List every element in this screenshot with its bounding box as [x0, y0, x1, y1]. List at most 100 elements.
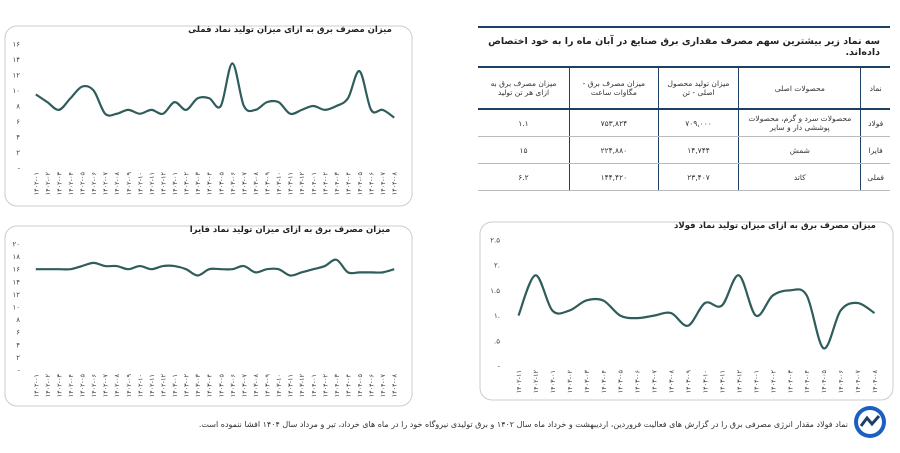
- x-tick-label: ۱۴۰۳-۰۶: [229, 172, 237, 195]
- x-tick-label: ۱۴۰۳-۰۳: [583, 369, 591, 393]
- x-tick-label: ۱۴۰۲-۰۴: [67, 373, 75, 397]
- header-cell: میزان تولید محصول اصلی - تن: [657, 66, 739, 110]
- x-tick-label: ۱۴۰۳-۰۸: [252, 373, 260, 397]
- x-tick-label: ۱۴۰۲-۱۲: [159, 373, 167, 397]
- x-tick-label: ۱۴۰۲-۱۰: [136, 374, 144, 397]
- table-panel: سه نماد زیر بیشترین سهم مصرف مقداری برق …: [478, 26, 890, 191]
- x-tick-label: ۱۴۰۴-۰۱: [752, 370, 760, 393]
- x-tick-label: ۱۴۰۴-۰۸: [871, 369, 879, 393]
- table-cell: ۱.۱: [478, 109, 570, 137]
- x-tick-label: ۱۴۰۳-۰۵: [217, 373, 225, 397]
- x-tick-label: ۱۴۰۳-۰۸: [668, 369, 676, 393]
- x-tick-label: ۱۴۰۳-۰۷: [240, 373, 248, 397]
- y-tick-label: ۸: [16, 316, 20, 324]
- table-cell: محصولات سرد و گرم، محصولات پوششی دار و س…: [738, 109, 861, 137]
- y-tick-label: ۴: [16, 134, 20, 142]
- x-tick-label: ۱۴۰۲-۰۱: [32, 172, 40, 195]
- x-tick-label: ۱۴۰۲-۱۲: [159, 171, 167, 195]
- y-tick-label: ۴: [16, 341, 20, 349]
- y-tick-label: ۱۴: [12, 278, 20, 286]
- table-cell: ۲۳,۴۰۷: [657, 163, 739, 191]
- table-cell: ۱۵: [478, 136, 570, 164]
- data-line: [35, 62, 395, 119]
- x-tick-label: ۱۴۰۴-۰۷: [379, 171, 387, 195]
- x-tick-label: ۱۴۰۲-۰۹: [125, 373, 133, 397]
- table-cell: ۱۴۴,۴۲۰: [569, 163, 659, 191]
- header-row: نماد محصولات اصلی میزان تولید محصول اصلی -…: [478, 66, 890, 110]
- x-tick-label: ۱۴۰۳-۱۰: [275, 172, 283, 195]
- y-tick-label: ۱۶: [12, 266, 20, 274]
- x-tick-label: ۱۴۰۴-۰۲: [321, 373, 329, 397]
- table-cell: شمش: [738, 136, 861, 164]
- x-tick-label: ۱۴۰۴-۰۴: [803, 369, 811, 393]
- table-cell: ۷۰۹,۰۰۰: [657, 109, 739, 137]
- y-tick-label: ۱۲: [12, 72, 20, 80]
- x-tick-label: ۱۴۰۲-۰۶: [90, 374, 98, 397]
- x-tick-label: ۱۴۰۳-۰۴: [206, 171, 214, 195]
- table-cell: ۷۵۳,۸۲۴: [569, 109, 659, 137]
- y-tick-label: ۲.: [494, 262, 500, 270]
- table-cell: کاتد: [738, 163, 861, 191]
- table-cell: ۲۲۴,۸۸۰: [569, 136, 659, 164]
- header-cell: میزان مصرف برق به ازای هر تن تولید: [478, 66, 570, 110]
- x-tick-label: ۱۴۰۴-۰۷: [379, 373, 387, 397]
- y-tick-label: ۱.۵: [490, 287, 500, 295]
- x-tick-label: ۱۴۰۳-۱۲: [298, 171, 306, 195]
- y-tick-label: ۱۶: [12, 41, 20, 49]
- table-row: فملی کاتد ۲۳,۴۰۷ ۱۴۴,۴۲۰ ۶.۲: [478, 163, 890, 191]
- x-tick-label: ۱۴۰۲-۱۱: [515, 370, 523, 393]
- chart-title: میزان مصرف برق به ازای میزان تولید نماد …: [190, 225, 390, 235]
- header-cell: محصولات اصلی: [738, 66, 861, 110]
- footnote: نماد فولاد مقدار انرژی مصرفی برق را در گ…: [198, 420, 848, 429]
- y-tick-label: ۱.: [494, 312, 500, 320]
- x-tick-label: ۱۴۰۴-۰۱: [310, 374, 318, 397]
- header-cell: میزان مصرف برق - مگاوات ساعت: [569, 66, 659, 110]
- x-tick-label: ۱۴۰۴-۰۳: [333, 171, 341, 195]
- x-tick-label: ۱۴۰۳-۱۲: [298, 373, 306, 397]
- x-tick-label: ۱۴۰۳-۰۷: [240, 171, 248, 195]
- x-tick-label: ۱۴۰۲-۱۱: [148, 172, 156, 195]
- x-tick-label: ۱۴۰۲-۰۲: [44, 171, 52, 195]
- x-tick-label: ۱۴۰۳-۰۱: [171, 374, 179, 397]
- x-tick-label: ۱۴۰۳-۰۹: [685, 369, 693, 393]
- x-tick-label: ۱۴۰۴-۰۶: [368, 374, 376, 397]
- x-tick-label: ۱۴۰۲-۰۹: [125, 171, 133, 195]
- x-tick-label: ۱۴۰۲-۰۲: [44, 373, 52, 397]
- x-tick-label: ۱۴۰۳-۰۲: [183, 171, 191, 195]
- x-tick-label: ۱۴۰۳-۱۱: [287, 172, 295, 195]
- x-tick-label: ۱۴۰۴-۰۶: [368, 172, 376, 195]
- x-tick-label: ۱۴۰۳-۰۲: [183, 373, 191, 397]
- header-cell: نماد: [860, 66, 890, 110]
- x-tick-label: ۱۴۰۲-۰۷: [102, 171, 110, 195]
- table-cell: فایرا: [860, 136, 890, 164]
- x-tick-label: ۱۴۰۳-۰۶: [634, 370, 642, 393]
- chart-frame: [4, 25, 413, 207]
- x-tick-label: ۱۴۰۲-۰۳: [55, 373, 63, 397]
- x-tick-label: ۱۴۰۳-۰۵: [617, 369, 625, 393]
- x-tick-label: ۱۴۰۴-۰۵: [356, 373, 364, 397]
- x-tick-label: ۱۴۰۳-۱۱: [718, 370, 726, 393]
- x-tick-label: ۱۴۰۴-۰۲: [321, 171, 329, 195]
- y-tick-label: ۲: [16, 354, 20, 362]
- y-tick-label: ۱۰: [12, 304, 20, 312]
- x-tick-label: ۱۴۰۲-۱۱: [148, 374, 156, 397]
- table-cell: فولاد: [860, 109, 890, 137]
- x-tick-label: ۱۴۰۴-۰۳: [333, 373, 341, 397]
- x-tick-label: ۱۴۰۳-۰۱: [171, 172, 179, 195]
- x-tick-label: ۱۴۰۲-۰۶: [90, 172, 98, 195]
- y-tick-label: ۱۰: [12, 87, 20, 95]
- y-tick-label: ۶: [16, 118, 20, 126]
- y-tick-label: ۱۴: [12, 56, 20, 64]
- x-tick-label: ۱۴۰۴-۰۴: [344, 171, 352, 195]
- table-row: فایرا شمش ۱۴,۷۴۴ ۲۲۴,۸۸۰ ۱۵: [478, 136, 890, 164]
- x-tick-label: ۱۴۰۲-۰۷: [102, 373, 110, 397]
- x-tick-label: ۱۴۰۳-۱۱: [287, 374, 295, 397]
- table-body: فولاد محصولات سرد و گرم، محصولات پوششی دا…: [478, 109, 890, 191]
- x-tick-label: ۱۴۰۳-۱۰: [701, 370, 709, 393]
- x-tick-label: ۱۴۰۴-۰۶: [837, 370, 845, 393]
- table-cell: فملی: [860, 163, 890, 191]
- x-tick-label: ۱۴۰۴-۰۳: [786, 369, 794, 393]
- x-tick-label: ۱۴۰۲-۱۰: [136, 172, 144, 195]
